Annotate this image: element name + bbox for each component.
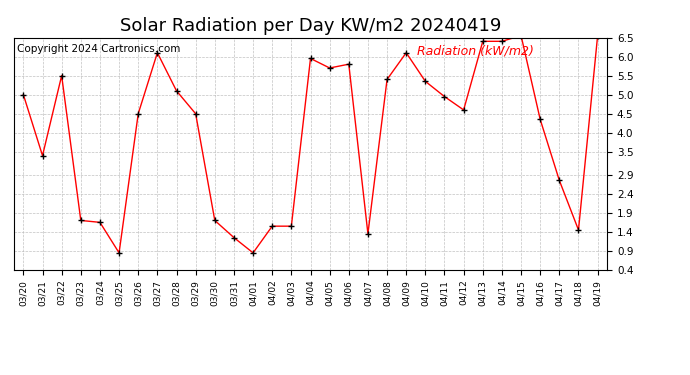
Text: Copyright 2024 Cartronics.com: Copyright 2024 Cartronics.com <box>17 45 180 54</box>
Text: Radiation (kW/m2): Radiation (kW/m2) <box>417 45 534 57</box>
Title: Solar Radiation per Day KW/m2 20240419: Solar Radiation per Day KW/m2 20240419 <box>120 16 501 34</box>
